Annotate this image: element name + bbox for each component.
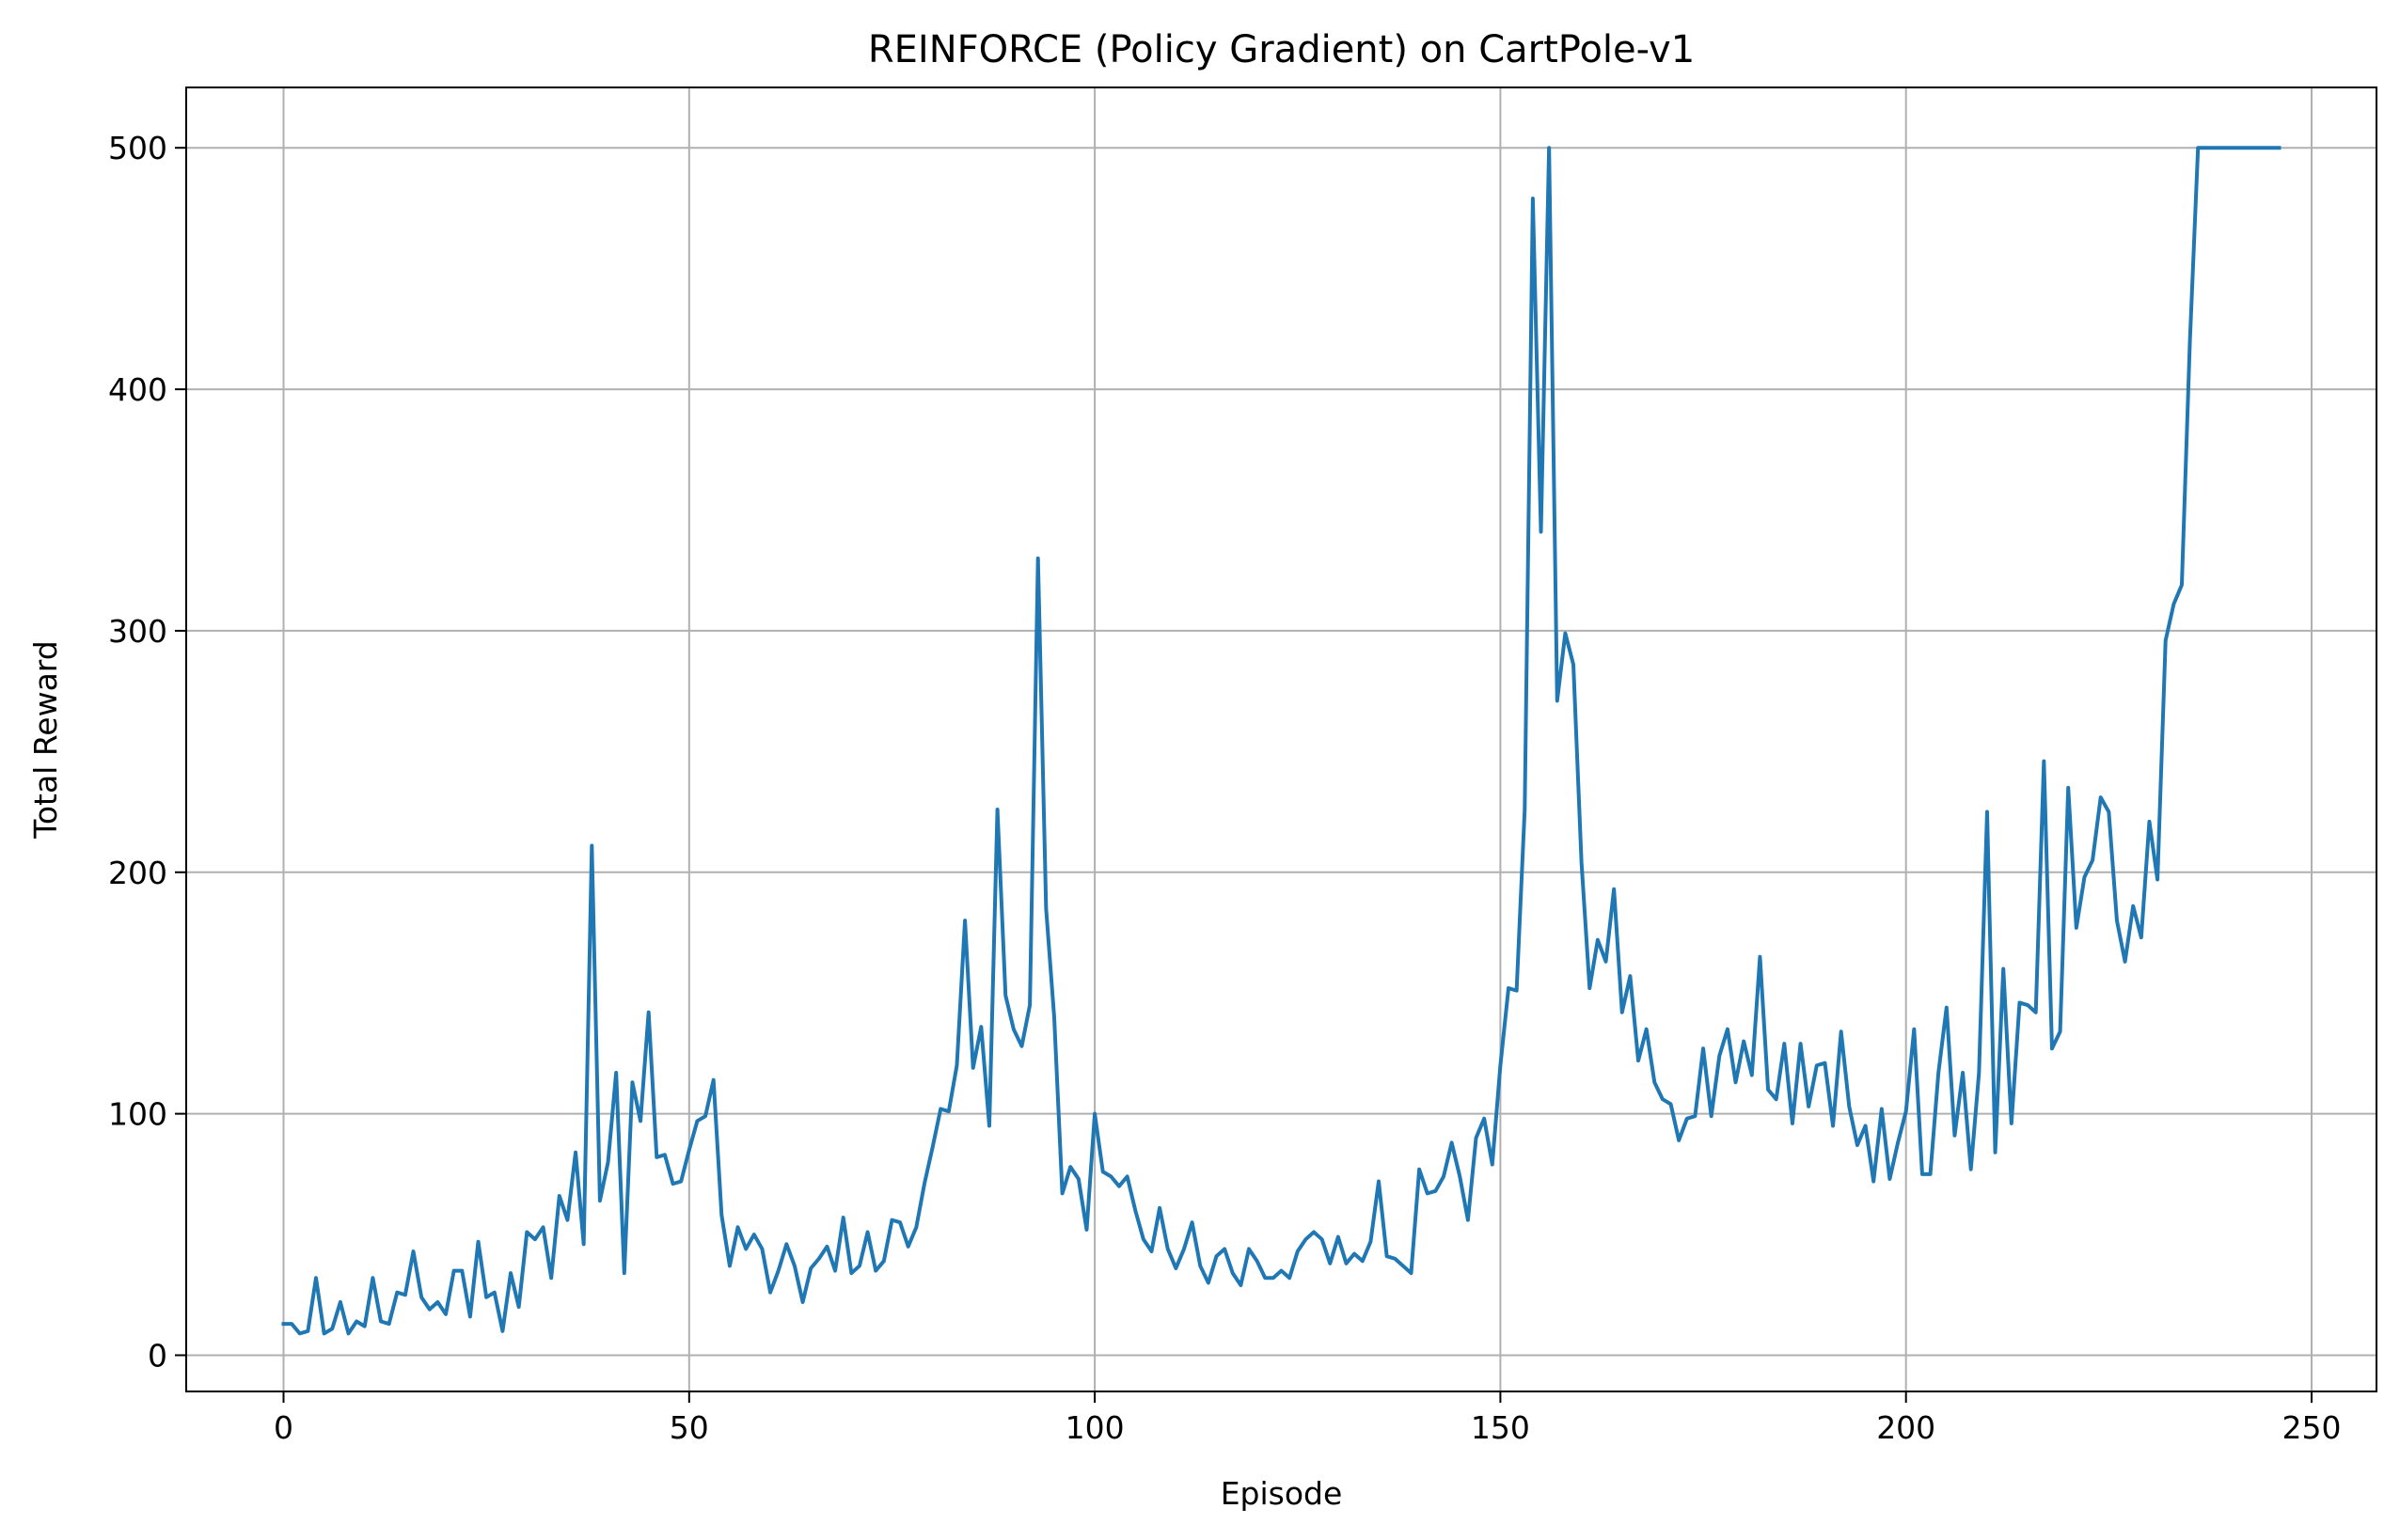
grid-lines [186, 87, 2376, 1391]
x-tick-label: 100 [1066, 1409, 1125, 1446]
y-tick-label: 100 [108, 1096, 167, 1133]
y-axis-label: Total Reward [27, 640, 64, 839]
x-tick-label: 200 [1876, 1409, 1935, 1446]
x-tick-label: 250 [2282, 1409, 2341, 1446]
y-tick-label: 400 [108, 371, 167, 408]
y-tick-label: 500 [108, 130, 167, 166]
y-tick-label: 200 [108, 855, 167, 891]
x-tick-label: 0 [274, 1409, 293, 1446]
y-tick-label: 300 [108, 613, 167, 650]
plot-frame [185, 86, 2377, 1392]
x-tick-label: 150 [1471, 1409, 1530, 1446]
series-line [281, 146, 2282, 1336]
series-layer [281, 146, 2282, 1336]
chart-title: REINFORCE (Policy Gradient) on CartPole-… [868, 28, 1695, 71]
x-axis-label: Episode [1221, 1475, 1343, 1512]
axis-ticks: 0 50 100 150 200 250 0 100 200 300 400 500 [108, 130, 2341, 1446]
y-tick-label: 0 [148, 1337, 167, 1374]
x-tick-label: 50 [670, 1409, 709, 1446]
